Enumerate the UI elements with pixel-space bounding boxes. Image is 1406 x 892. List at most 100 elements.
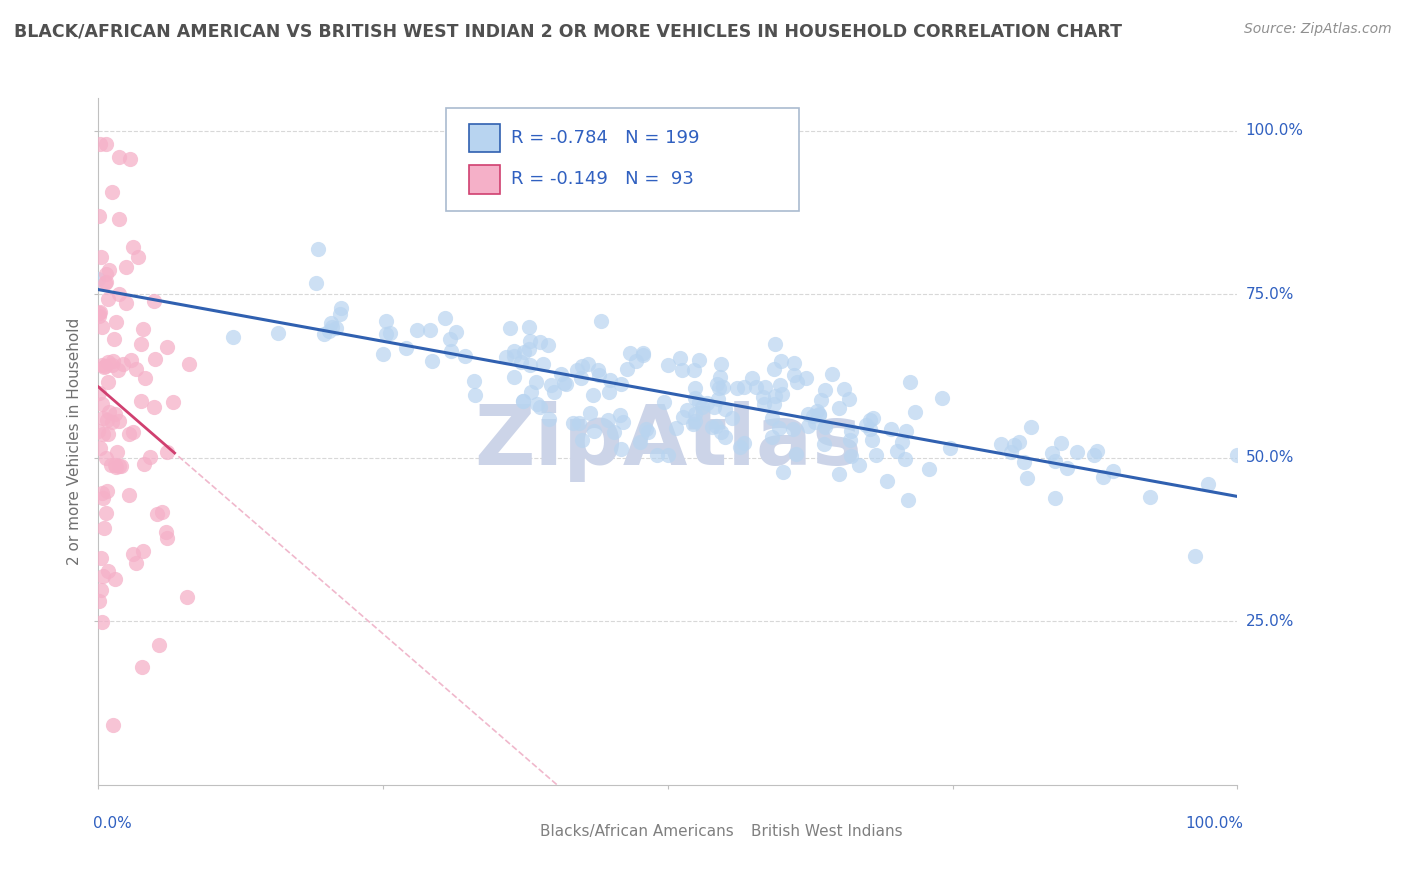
Point xyxy=(93,568,115,582)
Point xyxy=(495,350,517,364)
Point xyxy=(707,381,730,395)
Point xyxy=(1056,461,1078,475)
Point xyxy=(682,417,704,432)
Point xyxy=(117,427,139,442)
Point xyxy=(108,211,131,226)
Point xyxy=(512,393,534,408)
Point xyxy=(838,392,860,406)
Point xyxy=(89,136,111,151)
Point xyxy=(728,440,751,454)
Point xyxy=(91,491,114,505)
Point xyxy=(665,420,688,434)
Point xyxy=(612,416,634,430)
Point xyxy=(761,411,783,425)
Point xyxy=(96,267,118,281)
Point xyxy=(104,407,127,421)
Point xyxy=(87,385,110,400)
Point xyxy=(395,341,418,355)
Point xyxy=(321,320,343,334)
Text: 0.0%: 0.0% xyxy=(93,816,132,830)
FancyBboxPatch shape xyxy=(446,109,799,211)
Point xyxy=(97,292,120,306)
Point xyxy=(91,485,114,500)
Point xyxy=(531,357,554,371)
Point xyxy=(129,393,152,408)
Point xyxy=(125,556,148,570)
Point xyxy=(554,376,576,391)
Point xyxy=(93,276,115,290)
Point xyxy=(682,363,704,377)
Point xyxy=(103,332,125,346)
Point xyxy=(626,354,648,368)
Point xyxy=(631,348,654,362)
Point xyxy=(91,426,114,441)
Text: ZipAtlas: ZipAtlas xyxy=(474,401,862,482)
Point xyxy=(578,406,600,420)
Point xyxy=(1085,443,1108,458)
Point xyxy=(91,410,114,425)
Point xyxy=(848,458,870,472)
Point xyxy=(108,286,131,301)
Point xyxy=(700,419,723,434)
Text: R = -0.784   N = 199: R = -0.784 N = 199 xyxy=(510,129,699,147)
Text: 25.0%: 25.0% xyxy=(1246,614,1294,629)
Point xyxy=(813,437,835,451)
Point xyxy=(1083,448,1105,462)
Point xyxy=(143,351,166,366)
Point xyxy=(769,378,792,392)
Point xyxy=(529,401,551,415)
Point xyxy=(499,321,522,335)
Point xyxy=(770,387,793,401)
Point xyxy=(502,349,524,363)
Point xyxy=(806,404,828,418)
Point xyxy=(517,342,540,356)
Point xyxy=(124,361,146,376)
Point xyxy=(652,394,675,409)
Point xyxy=(862,411,884,425)
Point xyxy=(762,362,785,376)
Point xyxy=(586,362,609,376)
Point xyxy=(886,444,908,458)
Point xyxy=(810,392,832,407)
Point xyxy=(704,419,727,434)
Point xyxy=(319,316,342,330)
Point xyxy=(890,434,912,449)
Point xyxy=(91,397,114,411)
Point xyxy=(783,356,806,370)
Point xyxy=(893,452,915,467)
Point xyxy=(108,150,131,164)
Point xyxy=(115,296,138,310)
Point xyxy=(89,309,111,323)
Point xyxy=(93,359,115,374)
Text: Blacks/African Americans: Blacks/African Americans xyxy=(540,824,734,839)
Point xyxy=(96,484,118,499)
Point xyxy=(537,338,560,352)
Point xyxy=(318,324,340,338)
Point xyxy=(571,434,593,448)
Point xyxy=(97,405,120,419)
Point xyxy=(814,419,837,434)
Point xyxy=(101,354,124,368)
Point xyxy=(876,474,898,488)
Point xyxy=(100,458,122,472)
Point xyxy=(89,305,111,319)
Point xyxy=(990,437,1012,451)
Point xyxy=(769,354,792,368)
Point xyxy=(569,370,592,384)
Point xyxy=(155,524,177,539)
Point xyxy=(610,377,633,392)
Point xyxy=(406,323,429,337)
Point xyxy=(439,343,461,358)
Point xyxy=(375,313,398,327)
Point xyxy=(104,458,127,473)
Point xyxy=(156,445,179,459)
Point xyxy=(1139,490,1161,504)
Point xyxy=(132,457,155,471)
Point xyxy=(683,381,706,395)
Point xyxy=(122,547,145,561)
FancyBboxPatch shape xyxy=(718,822,744,842)
Point xyxy=(794,370,817,384)
Point xyxy=(561,416,583,430)
Point xyxy=(688,353,710,368)
Point xyxy=(733,380,755,394)
